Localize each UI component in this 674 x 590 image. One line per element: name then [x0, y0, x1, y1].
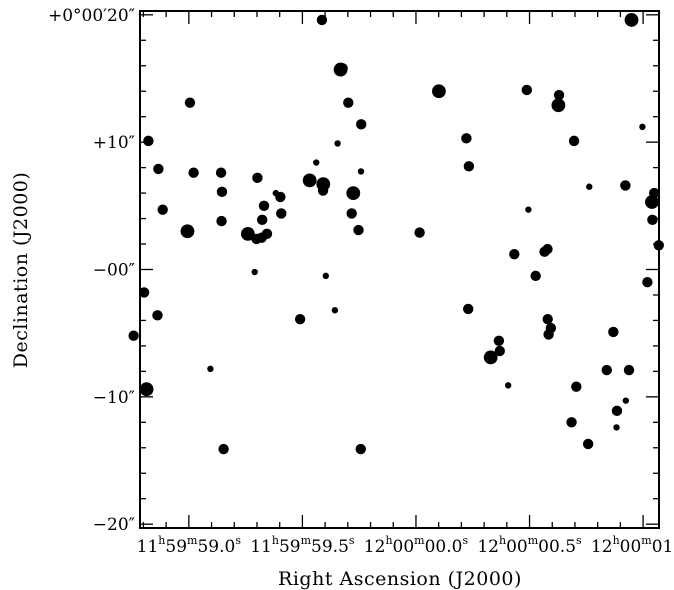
- data-point: [494, 345, 505, 357]
- data-point: [653, 240, 664, 251]
- y-tick-labels: +0°00′20″ +10″ −00″ −10″ −20″: [48, 6, 135, 535]
- data-point: [543, 329, 554, 340]
- data-point: [252, 172, 263, 184]
- data-point: [334, 140, 341, 147]
- x-tick-label: 11h59m59.5s: [250, 534, 355, 557]
- data-point: [153, 163, 164, 175]
- data-point: [276, 208, 287, 219]
- data-point: [157, 204, 168, 215]
- data-point: [356, 119, 367, 130]
- data-point: [207, 365, 214, 373]
- data-point: [622, 397, 630, 404]
- data-point: [639, 123, 646, 131]
- data-point: [216, 215, 227, 227]
- axis-ticks: [140, 11, 659, 528]
- data-point: [521, 84, 533, 96]
- data-point: [525, 206, 532, 213]
- data-point: [188, 167, 199, 178]
- data-points: [128, 13, 664, 455]
- plot-frame: [139, 10, 660, 529]
- y-tick-label: +10″: [93, 133, 135, 153]
- data-point: [566, 417, 577, 428]
- data-point: [463, 303, 474, 315]
- data-point: [215, 167, 227, 178]
- data-point: [624, 13, 639, 27]
- data-point: [642, 277, 653, 288]
- data-point: [493, 335, 505, 347]
- data-point: [256, 214, 268, 226]
- data-point: [647, 214, 658, 226]
- data-point: [251, 268, 258, 276]
- data-point: [331, 307, 339, 314]
- data-point: [461, 133, 472, 144]
- data-point: [152, 310, 163, 321]
- data-point: [218, 443, 229, 455]
- x-tick-label: 12h00m01.0s: [591, 534, 674, 557]
- data-point: [346, 208, 357, 219]
- data-point: [582, 438, 594, 450]
- x-tick-label: 12h00m00.0s: [364, 534, 469, 557]
- x-tick-labels: 11h59m59.0s 11h59m59.5s 12h00m00.0s 12h00m0…: [137, 534, 674, 557]
- data-point: [258, 200, 270, 212]
- x-tick-label: 12h00m00.5s: [477, 534, 582, 557]
- data-point: [601, 364, 612, 376]
- data-point: [530, 270, 541, 282]
- y-tick-label: −00″: [93, 261, 135, 281]
- data-point: [551, 98, 566, 113]
- y-tick-label: −10″: [93, 388, 135, 408]
- data-point: [553, 89, 565, 101]
- data-point: [611, 405, 623, 417]
- data-point: [608, 326, 619, 338]
- data-point: [586, 183, 593, 190]
- data-point: [346, 186, 361, 200]
- data-point: [180, 224, 195, 239]
- data-point: [143, 135, 154, 147]
- data-point: [623, 364, 635, 376]
- data-point: [353, 224, 364, 236]
- data-point: [316, 14, 328, 26]
- data-point: [139, 382, 154, 397]
- y-axis-label: Declination (J2000): [10, 172, 32, 369]
- data-point: [275, 191, 286, 203]
- data-point: [138, 287, 150, 298]
- data-point: [355, 443, 366, 455]
- data-point: [613, 424, 620, 431]
- data-point: [317, 185, 329, 196]
- data-point: [337, 63, 348, 74]
- data-point: [322, 272, 329, 280]
- x-axis-label: Right Ascension (J2000): [278, 568, 522, 590]
- data-point: [294, 313, 306, 325]
- data-point: [432, 84, 446, 99]
- data-point: [568, 135, 580, 147]
- data-point: [302, 173, 317, 188]
- data-point: [240, 226, 255, 241]
- x-tick-label: 11h59m59.0s: [137, 534, 242, 557]
- data-point: [463, 161, 475, 172]
- y-tick-label: −20″: [93, 515, 135, 535]
- data-point: [542, 243, 553, 255]
- y-tick-label: +0°00′20″: [48, 6, 135, 26]
- data-point: [343, 97, 354, 108]
- data-point: [313, 159, 320, 166]
- data-point: [509, 249, 520, 260]
- data-point: [483, 350, 498, 365]
- data-point: [645, 195, 659, 209]
- data-point: [128, 330, 139, 341]
- data-point: [542, 313, 553, 325]
- data-point: [414, 227, 425, 238]
- data-point: [357, 168, 365, 175]
- data-point: [261, 228, 273, 240]
- data-point: [184, 97, 196, 108]
- data-point: [504, 382, 512, 389]
- data-point: [571, 381, 582, 392]
- data-point: [620, 180, 631, 191]
- data-point: [216, 186, 228, 198]
